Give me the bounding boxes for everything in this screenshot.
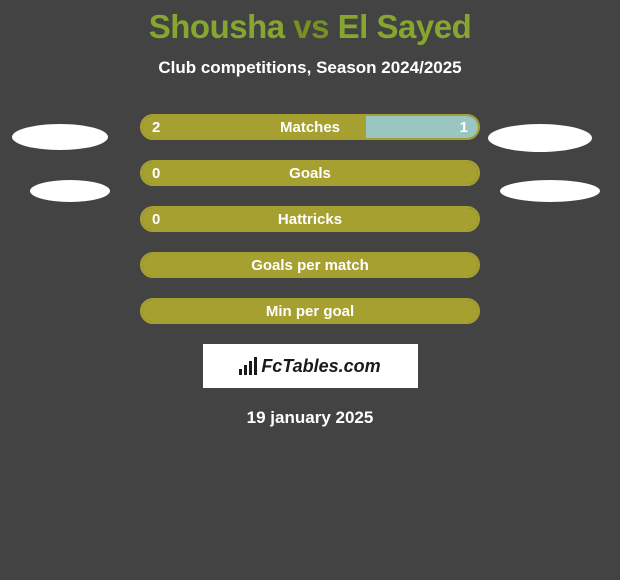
- stat-row: Hattricks0: [140, 206, 480, 232]
- subtitle: Club competitions, Season 2024/2025: [0, 58, 620, 78]
- page-title: Shousha vs El Sayed: [0, 8, 620, 46]
- stat-bar-left: [142, 300, 478, 322]
- player-a-name: Shousha: [149, 8, 285, 45]
- stat-bar-track: [140, 114, 480, 140]
- stat-row: Min per goal: [140, 298, 480, 324]
- stat-value-left: 0: [140, 160, 172, 186]
- avatar: [500, 180, 600, 202]
- stat-bar-left: [142, 116, 366, 138]
- logo-text: FcTables.com: [261, 356, 380, 377]
- stat-bar-left: [142, 254, 478, 276]
- vs-separator: vs: [293, 8, 329, 45]
- stat-value-left: 0: [140, 206, 172, 232]
- stat-bar-left: [142, 208, 478, 230]
- stat-bar-track: [140, 298, 480, 324]
- comparison-infographic: Shousha vs El Sayed Club competitions, S…: [0, 0, 620, 580]
- stat-row: Goals per match: [140, 252, 480, 278]
- stat-row: Goals0: [140, 160, 480, 186]
- player-b-name: El Sayed: [338, 8, 472, 45]
- logo: FcTables.com: [239, 356, 380, 377]
- stat-bar-track: [140, 160, 480, 186]
- avatar: [30, 180, 110, 202]
- avatar: [12, 124, 108, 150]
- logo-bars-icon: [239, 357, 257, 375]
- stat-value-left: 2: [140, 114, 172, 140]
- stat-value-right: 1: [448, 114, 480, 140]
- date: 19 january 2025: [0, 408, 620, 428]
- stat-bar-track: [140, 206, 480, 232]
- stat-row: Matches21: [140, 114, 480, 140]
- logo-box: FcTables.com: [203, 344, 418, 388]
- avatar: [488, 124, 592, 152]
- stat-bar-track: [140, 252, 480, 278]
- stat-bar-left: [142, 162, 478, 184]
